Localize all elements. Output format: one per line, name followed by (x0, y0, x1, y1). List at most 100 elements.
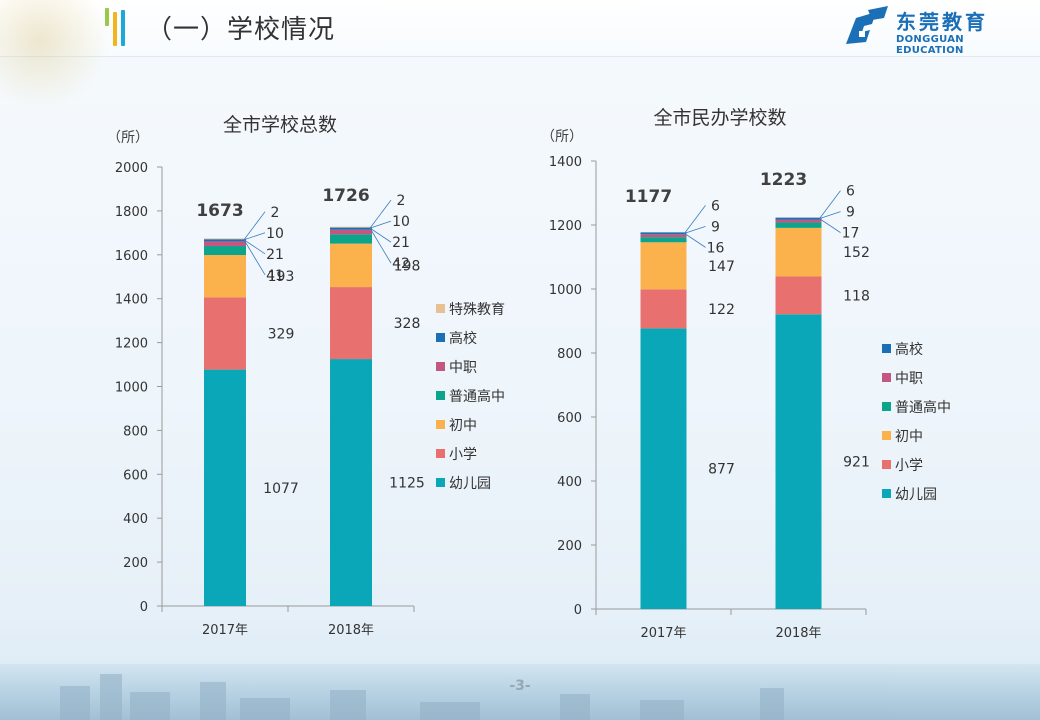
chart1-total-label: 1223 (760, 170, 807, 190)
chart0-bar-小学 (330, 287, 372, 360)
chart0-callout-leader (369, 199, 392, 229)
chart0-bar-初中 (330, 243, 372, 288)
chart1-legend-swatch (882, 489, 891, 498)
chart0-callout-label: 2 (397, 193, 406, 209)
chart0-callout-leader (369, 227, 392, 264)
chart1-data-label: 147 (708, 259, 735, 275)
chart0-y-tick-label: 600 (123, 468, 148, 483)
chart0-bar-特殊教育 (204, 238, 246, 240)
chart1-legend-swatch (882, 431, 891, 440)
chart1-legend-swatch (882, 344, 891, 353)
slide-header: （一）学校情况 东莞教育 DONGGUAN EDUCATION (0, 0, 1040, 110)
chart1-bar-普通高中 (640, 237, 687, 243)
chart0-data-label: 1125 (389, 476, 425, 492)
chart0-y-tick-label: 1400 (115, 293, 148, 308)
chart1-data-label: 122 (708, 302, 735, 318)
chart0-title: 全市学校总数 (223, 114, 337, 136)
chart1-legend-label: 中职 (895, 371, 923, 387)
chart0-y-tick-label: 400 (123, 512, 148, 527)
chart0-legend-swatch (436, 420, 445, 429)
page-title: （一）学校情况 (146, 15, 336, 45)
chart0-callout-label: 41 (266, 268, 284, 284)
chart0-bar-高校 (204, 239, 246, 242)
chart1-callout-leader (819, 218, 841, 233)
chart1-bar-幼儿园 (775, 314, 822, 609)
chart0-legend-swatch (436, 362, 445, 371)
chart1-bar-初中 (640, 242, 687, 290)
chart0-legend-swatch (436, 449, 445, 458)
chart1-legend-label: 普通高中 (895, 399, 951, 416)
chart1-data-label: 921 (843, 455, 870, 471)
page-number: -3- (509, 678, 531, 694)
chart1-callout-leader (819, 190, 841, 219)
chart1-callout-label: 16 (707, 240, 725, 256)
chart1-total-label: 1177 (625, 187, 672, 207)
chart1-callout-leader (819, 211, 841, 220)
chart0-callout-label: 42 (392, 256, 410, 272)
chart1-data-label: 118 (843, 288, 870, 304)
chart0-legend-label: 幼儿园 (449, 476, 491, 492)
chart1-bar-中职 (640, 234, 687, 238)
logo-text-cn: 东莞教育 (896, 10, 988, 34)
chart1-y-tick-label: 1400 (549, 155, 582, 170)
chart1-callout-label: 6 (846, 184, 855, 200)
dongguan-education-logo: 东莞教育 DONGGUAN EDUCATION (842, 4, 1032, 56)
chart0-y-tick-label: 2000 (115, 161, 148, 176)
chart0-bar-小学 (204, 297, 246, 370)
chart0-y-tick-label: 1000 (115, 381, 148, 396)
chart1-callout-leader (684, 233, 706, 248)
chart1-y-tick-label: 400 (557, 475, 582, 490)
chart0-data-label: 328 (394, 316, 421, 332)
chart1-legend-swatch (882, 373, 891, 382)
chart1-title: 全市民办学校数 (653, 107, 786, 129)
chart0-legend-swatch (436, 333, 445, 342)
chart0-data-label: 329 (268, 326, 295, 342)
chart0-callout-label: 10 (392, 214, 410, 230)
chart1-legend-swatch (882, 402, 891, 411)
chart0-bar-中职 (330, 229, 372, 235)
chart1-callout-label: 9 (711, 219, 720, 235)
chart1-callout-leader (684, 225, 706, 234)
chart0-bar-幼儿园 (204, 369, 246, 606)
chart1-y-axis-label: （所） (541, 129, 583, 145)
chart1-y-tick-label: 0 (574, 603, 582, 618)
chart0-data-label: 193 (268, 269, 295, 285)
chart0-legend-label: 中职 (449, 360, 477, 376)
chart0-callout-leader (243, 232, 266, 241)
chart0-legend-swatch (436, 391, 445, 400)
chart0-y-axis-label: （所） (107, 130, 149, 146)
chart0-callout-label: 2 (271, 205, 280, 221)
chart0-y-tick-label: 1200 (115, 337, 148, 352)
chart1-bar-中职 (775, 219, 822, 223)
chart0-callout-leader (243, 239, 266, 255)
chart0-total-label: 1673 (196, 201, 243, 221)
chart1-y-tick-label: 800 (557, 347, 582, 362)
chart0-legend-swatch (436, 478, 445, 487)
chart0-legend-swatch (436, 304, 445, 313)
chart1-y-tick-label: 200 (557, 539, 582, 554)
chart1-x-tick-label: 2017年 (640, 626, 686, 641)
chart1-y-tick-label: 600 (557, 411, 582, 426)
chart1-bar-小学 (640, 289, 687, 329)
chart0-bar-高校 (330, 227, 372, 230)
chart0-callout-label: 10 (266, 226, 284, 242)
chart0-y-tick-label: 800 (123, 424, 148, 439)
chart1-y-tick-label: 1200 (549, 219, 582, 234)
chart0-legend-label: 初中 (449, 417, 477, 434)
chart0-bar-初中 (204, 255, 246, 298)
chart0-bar-中职 (204, 241, 246, 247)
chart0-data-label: 198 (394, 258, 421, 274)
chart0-callout-label: 21 (266, 247, 284, 263)
chart1-legend-label: 小学 (895, 458, 923, 474)
chart1-x-tick-label: 2018年 (775, 626, 821, 641)
footer-city-band (0, 664, 1040, 720)
chart0-y-tick-label: 1800 (115, 205, 148, 220)
chart0-callout-label: 21 (392, 235, 410, 251)
logo-mark-icon (846, 6, 888, 44)
chart0-callout-leader (369, 227, 392, 243)
chart0-bar-普通高中 (330, 234, 372, 244)
chart1-legend-swatch (882, 460, 891, 469)
chart0-total-label: 1726 (322, 186, 369, 206)
chart1-data-label: 152 (843, 245, 870, 261)
